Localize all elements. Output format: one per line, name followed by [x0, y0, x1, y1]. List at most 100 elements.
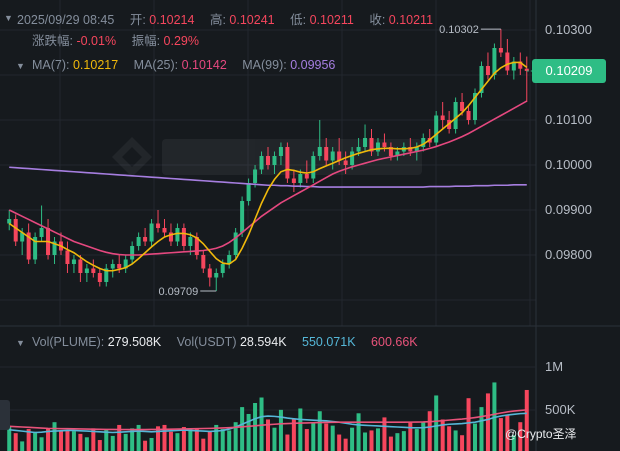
candle-body: [285, 147, 290, 179]
candle-body: [388, 147, 393, 156]
candle-body: [408, 147, 413, 152]
volume-bar: [162, 424, 167, 451]
volume-bar: [253, 403, 258, 451]
volume-bar: [58, 430, 63, 451]
candle-body: [311, 156, 316, 179]
vol-plume-label: Vol(PLUME):: [32, 335, 105, 349]
volume-bar: [382, 417, 387, 451]
volume-bar: [149, 437, 154, 451]
candle-body: [91, 268, 96, 273]
high-label: 高:: [209, 13, 226, 27]
candle-body: [317, 147, 322, 156]
candle-body: [65, 250, 70, 264]
volume-bar: [369, 430, 374, 451]
chevron-down-icon[interactable]: ▼: [16, 338, 25, 348]
vol-usdt-label: Vol(USDT): [176, 335, 237, 349]
chevron-down-icon[interactable]: ▼: [4, 13, 13, 23]
amplitude-value: 0.29%: [163, 34, 199, 48]
volume-bar: [188, 428, 193, 451]
scroll-left-button[interactable]: [0, 400, 10, 430]
candle-body: [434, 115, 439, 143]
close-label: 收:: [369, 13, 386, 27]
candle-body: [130, 246, 135, 260]
candle-body: [421, 138, 426, 147]
volume-bar: [498, 418, 503, 451]
candle-body: [188, 237, 193, 246]
volume-bar: [466, 398, 471, 451]
volume-bar: [317, 411, 322, 451]
candle-body: [498, 48, 503, 53]
volume-bar: [401, 431, 406, 451]
chevron-down-icon[interactable]: ▼: [16, 61, 25, 71]
volume-bar: [518, 422, 523, 451]
candle-body: [337, 151, 342, 161]
volume-bar: [324, 423, 329, 451]
volume-bar: [91, 428, 96, 451]
volume-bar: [214, 424, 219, 451]
close-value: 0.10211: [388, 13, 434, 27]
volume-bar: [298, 408, 303, 451]
volume-bar: [97, 440, 102, 451]
volume-legend: Vol(PLUME): 279.508K Vol(USDT) 28.594K 5…: [32, 335, 418, 349]
logo-diamond-inner: [122, 147, 142, 167]
candle-body: [233, 232, 238, 255]
volume-bar: [524, 389, 529, 451]
candle-body: [466, 111, 471, 120]
volume-bar: [240, 407, 245, 451]
candle-body: [162, 228, 167, 233]
candle-body: [278, 147, 283, 156]
volume-bar: [265, 419, 270, 451]
change-label: 涨跌幅:: [32, 34, 73, 48]
volume-bar: [272, 427, 277, 451]
ma25-line: [8, 100, 528, 256]
low-label: 低:: [290, 13, 307, 27]
change-row: 涨跌幅: -0.01% 振幅: 0.29%: [32, 30, 199, 49]
volume-bar: [434, 395, 439, 451]
volume-bar: [473, 423, 478, 451]
candle-body: [265, 156, 270, 165]
low-value: 0.10211: [309, 13, 354, 27]
author-watermark: @Crypto圣泽: [505, 427, 577, 441]
open-value: 0.10214: [149, 13, 195, 27]
candle-body: [324, 147, 329, 161]
ma99-label: MA(99):: [242, 58, 287, 72]
candle-body: [143, 237, 148, 242]
volume-bar: [104, 429, 109, 451]
volume-bar: [33, 431, 38, 451]
vol-plume-value: 279.508K: [107, 335, 162, 349]
low-marker-label: 0.09709: [158, 286, 198, 298]
volume-bar: [246, 413, 251, 451]
volume-bar: [78, 433, 83, 451]
volume-bar: [285, 434, 290, 451]
volume-bar: [136, 424, 141, 451]
volume-bar: [330, 425, 335, 451]
volume-tick-label: 1M: [545, 359, 563, 374]
ma7-label: MA(7):: [32, 58, 70, 72]
ma7-value: 0.10217: [72, 58, 119, 72]
volume-bar: [343, 438, 348, 451]
candle-body: [13, 219, 18, 242]
candle-body: [304, 174, 309, 179]
candle-body: [7, 219, 12, 224]
volume-bar: [175, 433, 180, 451]
candle-datetime: 2025/09/29 08:45: [17, 13, 115, 27]
volume-bar: [414, 429, 419, 451]
volume-bar: [39, 437, 44, 451]
candle-body: [350, 151, 355, 165]
volume-bar: [7, 426, 12, 451]
volume-bar: [84, 437, 89, 451]
volume-bar: [291, 418, 296, 451]
candle-body: [259, 156, 264, 170]
candle-body: [375, 142, 380, 152]
candle-body: [149, 223, 154, 242]
volume-bar: [485, 393, 490, 451]
candle-body: [71, 259, 76, 264]
candle-body: [505, 52, 510, 71]
volume-bar: [123, 433, 128, 451]
ma-legend: MA(7): 0.10217 MA(25): 0.10142 MA(99): 0…: [32, 58, 335, 72]
candle-body: [214, 273, 219, 278]
candle-body: [156, 223, 161, 228]
candle-body: [272, 156, 277, 165]
candle-body: [52, 241, 57, 255]
candle-body: [220, 264, 225, 273]
